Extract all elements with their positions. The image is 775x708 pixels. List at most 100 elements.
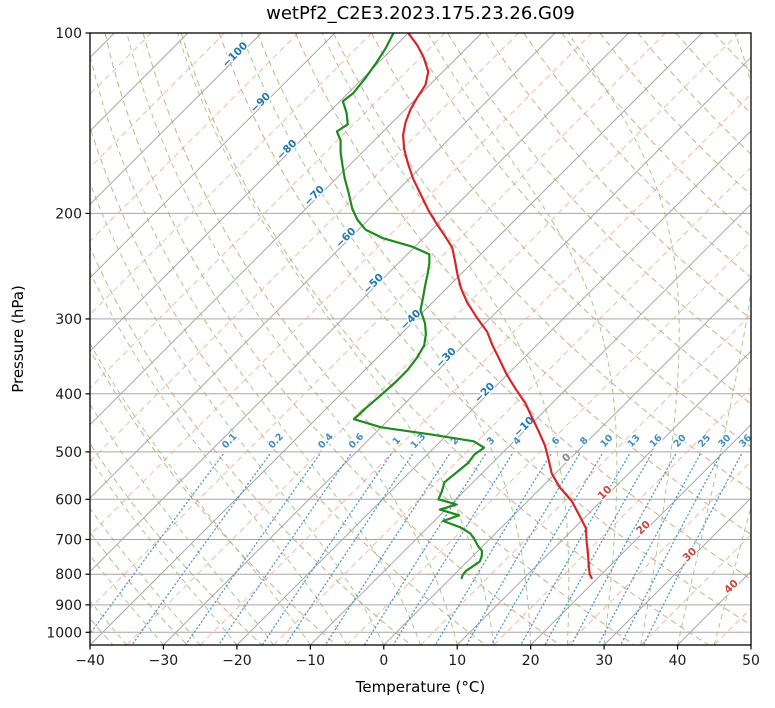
mixing-ratio-line	[642, 453, 742, 645]
x-tick-label: −40	[75, 653, 105, 669]
isotherm-label: 20	[634, 518, 653, 537]
isotherm-line	[603, 497, 751, 645]
y-tick-label: 300	[55, 312, 82, 328]
isotherm-line	[90, 33, 409, 352]
y-tick-label: 400	[55, 387, 82, 403]
mixing-ratio-line	[597, 453, 701, 645]
moist-adiabat-line	[90, 644, 91, 645]
minor-isotherm-line	[493, 387, 751, 645]
moist-adiabat-line	[90, 270, 348, 645]
mixing-ratio-line	[434, 453, 552, 645]
x-tick-label: 30	[595, 653, 613, 669]
minor-isotherm-line	[90, 33, 666, 610]
minor-isotherm-line	[90, 33, 446, 389]
mixing-ratio-line	[217, 453, 351, 645]
moist-adiabat-line	[240, 33, 532, 645]
dry-adiabat-line	[447, 33, 751, 362]
mixing-ratio-label: 0.4	[316, 431, 336, 451]
mixing-ratio-label: 8	[578, 435, 591, 448]
moist-adiabat-line	[90, 53, 421, 645]
mixing-ratio-line	[392, 453, 513, 645]
dry-adiabat-line	[637, 33, 751, 155]
moist-adiabat-line	[177, 33, 495, 645]
dry-adiabat-line	[485, 33, 751, 320]
minor-isotherm-line	[0, 33, 4, 645]
isotherm-label: −90	[248, 90, 273, 115]
moist-adiabat-line	[750, 643, 751, 645]
mixing-ratio-label: 0.6	[347, 431, 367, 451]
y-tick-label: 200	[55, 206, 82, 222]
y-tick-label: 600	[55, 492, 82, 508]
x-tick-label: 40	[669, 653, 687, 669]
moist-adiabat-line	[90, 457, 238, 645]
isotherm-line	[90, 33, 556, 499]
isotherm-line	[90, 33, 703, 645]
mixing-ratio-label: 0.2	[267, 431, 287, 451]
mixing-ratio-line	[620, 453, 722, 645]
minor-isotherm-line	[90, 33, 593, 536]
x-tick-label: −30	[149, 653, 179, 669]
minor-isotherm-line	[90, 33, 152, 95]
isotherm-line	[90, 33, 189, 132]
dry-adiabat-line	[180, 33, 709, 645]
y-tick-label: 700	[55, 532, 82, 548]
y-tick-label: 800	[55, 567, 82, 583]
isotherm-line	[456, 350, 751, 645]
mixing-ratio-line	[363, 453, 486, 645]
dry-adiabat-line	[523, 33, 751, 279]
mixing-ratio-label: 13	[626, 433, 643, 450]
isotherm-line	[90, 33, 262, 206]
dry-adiabat-line	[371, 33, 751, 448]
moist-adiabat-line	[427, 33, 618, 645]
x-tick-label: 10	[448, 653, 466, 669]
minor-isotherm-line	[567, 460, 751, 645]
mixing-ratio-line	[544, 453, 652, 645]
mixing-ratio-line	[261, 453, 392, 645]
mixing-ratio-label: 0.1	[220, 431, 240, 451]
y-tick-label: 1000	[46, 625, 82, 641]
x-axis-label: Temperature (°C)	[355, 678, 486, 696]
isotherm-label: −20	[472, 380, 497, 405]
moist-adiabat-line	[90, 181, 385, 645]
mixing-ratio-line	[90, 453, 224, 635]
isotherm-label: 0	[560, 451, 574, 465]
minor-isotherm-line	[90, 33, 372, 316]
isotherm-line	[750, 644, 751, 645]
mixing-ratio-label: 25	[696, 433, 713, 450]
isotherm-label: −60	[333, 225, 358, 250]
minor-isotherm-line	[90, 33, 519, 463]
x-tick-label: 50	[742, 653, 760, 669]
x-tick-label: 20	[522, 653, 540, 669]
mixing-ratio-line	[184, 453, 321, 645]
temperature-curve	[402, 33, 593, 580]
isotherm-line	[90, 33, 115, 59]
dry-adiabat-line	[104, 33, 560, 645]
minor-isotherm-line	[346, 240, 751, 645]
mixing-ratio-label: 6	[550, 435, 563, 448]
isotherm-line	[90, 33, 629, 573]
dry-adiabat-line	[332, 33, 751, 491]
minor-isotherm-line	[273, 166, 751, 645]
dry-adiabat-line	[218, 33, 751, 626]
isotherm-label: −30	[434, 345, 459, 370]
dry-adiabat-line	[142, 33, 635, 645]
isotherm-line	[530, 423, 751, 645]
isotherm-line	[163, 56, 751, 645]
moist-adiabat-line	[90, 403, 274, 645]
y-tick-label: 900	[55, 598, 82, 614]
dry-adiabat-line	[561, 33, 751, 237]
minor-isotherm-line	[0, 33, 78, 645]
dry-adiabat-line	[294, 33, 751, 535]
x-tick-label: −20	[222, 653, 252, 669]
isotherm-label: −100	[220, 40, 250, 70]
dry-adiabat-line	[90, 125, 486, 645]
mixing-ratio-line	[520, 453, 630, 645]
moist-adiabat-line	[126, 33, 458, 645]
plot-area: 0.1 0.2 0.4 0.6 1 1.3 2 3 4 6 8 10 13 16 20 25 30 36−100−…	[0, 33, 751, 645]
mixing-ratio-label: 3	[485, 435, 498, 447]
isotherm-label: 40	[722, 577, 741, 596]
mixing-ratio-label: 16	[648, 432, 665, 449]
plot-title: wetPf2_C2E3.2023.175.23.26.G09	[266, 3, 575, 24]
isotherm-line	[0, 33, 41, 645]
